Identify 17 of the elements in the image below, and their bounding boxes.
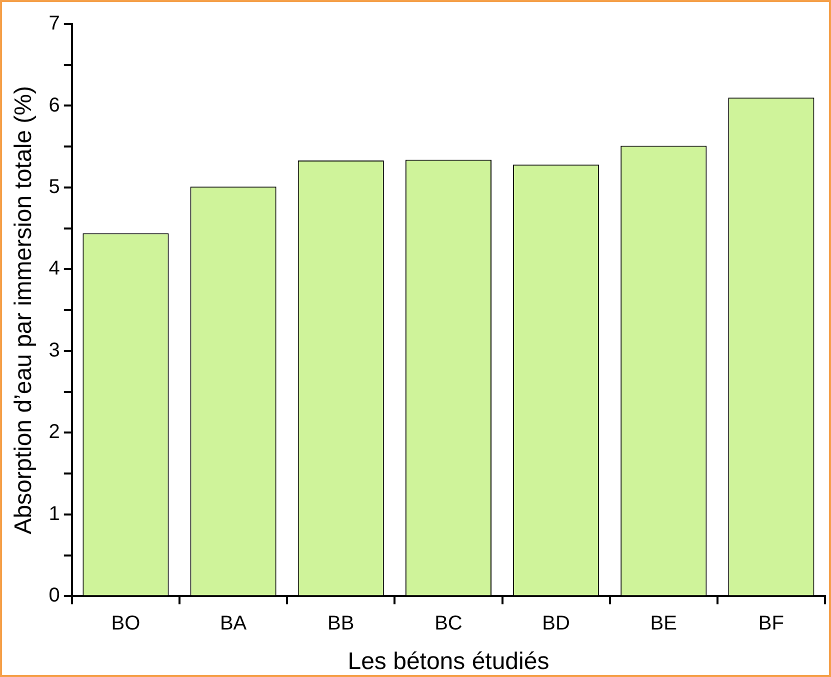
y-tick-label: 7 [48,12,60,35]
y-tick-label: 4 [48,258,60,280]
y-tick-label: 2 [48,421,60,444]
x-tick-label: BO [111,612,140,635]
x-tick-label: BD [542,612,570,635]
y-tick-label: 1 [48,502,60,525]
x-tick-label: BB [328,612,354,635]
x-tick-label: BE [650,612,677,635]
y-tick-label: 0 [48,584,60,607]
y-tick-label: 6 [48,94,60,116]
y-tick-label: 3 [48,339,60,362]
x-tick-label: BA [220,612,248,635]
x-axis-title: Les bétons étudiés [348,648,550,676]
x-tick-label: BF [758,612,784,635]
y-axis-title: Absorption d’eau par immersion totale (%) [10,86,38,534]
y-tick-label: 5 [48,176,60,198]
x-tick-label: BC [434,612,462,635]
